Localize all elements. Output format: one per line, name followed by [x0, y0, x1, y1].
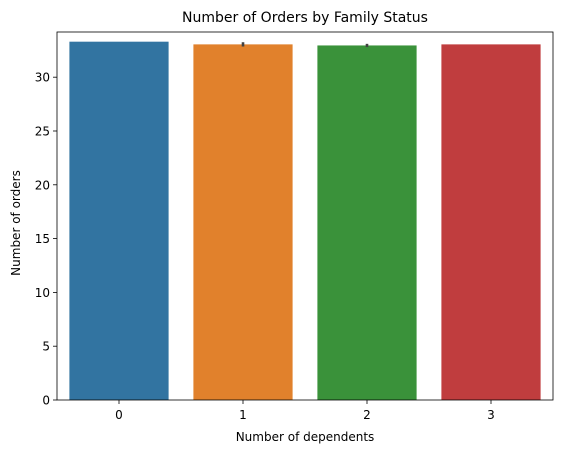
y-tick-label-25: 25	[35, 124, 50, 138]
x-axis: 0 1 2 3	[115, 400, 495, 422]
error-bars-group	[241, 42, 369, 48]
y-tick-label-15: 15	[35, 232, 50, 246]
chart-title: Number of Orders by Family Status	[182, 10, 428, 26]
y-tick-label-30: 30	[35, 71, 50, 85]
x-tick-label-3: 3	[487, 408, 495, 422]
x-tick-label-0: 0	[115, 408, 123, 422]
bar-0	[69, 41, 169, 401]
y-axis-label: Number of orders	[9, 170, 23, 276]
x-tick-label-1: 1	[239, 408, 247, 422]
y-tick-label-20: 20	[35, 178, 50, 192]
plot-frame	[56, 31, 554, 401]
x-tick-label-2: 2	[363, 408, 371, 422]
y-axis: 0 5 10 15 20 25 30	[35, 71, 57, 408]
y-tick-label-10: 10	[35, 286, 50, 300]
bars-group	[69, 41, 541, 401]
y-tick-label-5: 5	[42, 340, 50, 354]
bar-3	[441, 44, 541, 400]
y-tick-label-0: 0	[42, 394, 50, 408]
bar-1	[193, 44, 293, 400]
x-axis-label: Number of dependents	[236, 430, 375, 444]
bar-2	[317, 45, 417, 401]
